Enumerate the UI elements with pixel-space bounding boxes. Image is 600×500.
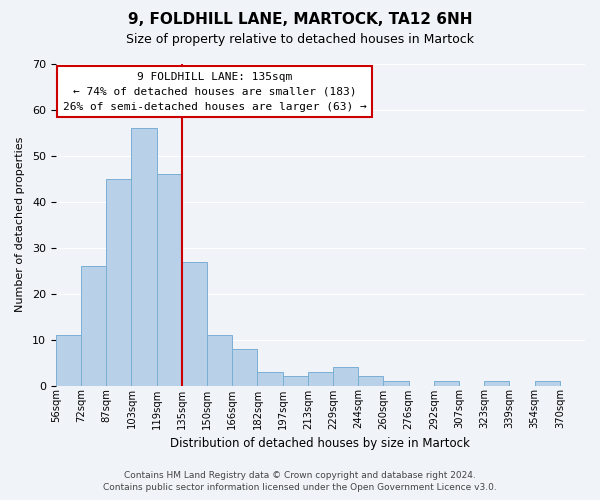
Bar <box>484 381 509 386</box>
Text: 9, FOLDHILL LANE, MARTOCK, TA12 6NH: 9, FOLDHILL LANE, MARTOCK, TA12 6NH <box>128 12 472 28</box>
Y-axis label: Number of detached properties: Number of detached properties <box>15 137 25 312</box>
Bar <box>232 349 257 386</box>
Bar <box>157 174 182 386</box>
Bar <box>535 381 560 386</box>
Bar <box>434 381 459 386</box>
Bar <box>81 266 106 386</box>
Text: Size of property relative to detached houses in Martock: Size of property relative to detached ho… <box>126 32 474 46</box>
Bar <box>257 372 283 386</box>
Bar <box>358 376 383 386</box>
Bar <box>333 367 358 386</box>
X-axis label: Distribution of detached houses by size in Martock: Distribution of detached houses by size … <box>170 437 470 450</box>
Bar <box>383 381 409 386</box>
Bar <box>56 335 81 386</box>
Bar <box>308 372 333 386</box>
Bar <box>283 376 308 386</box>
Bar <box>207 335 232 386</box>
Bar <box>106 179 131 386</box>
Bar <box>182 262 207 386</box>
Text: 9 FOLDHILL LANE: 135sqm
← 74% of detached houses are smaller (183)
26% of semi-d: 9 FOLDHILL LANE: 135sqm ← 74% of detache… <box>62 72 367 112</box>
Text: Contains HM Land Registry data © Crown copyright and database right 2024.
Contai: Contains HM Land Registry data © Crown c… <box>103 471 497 492</box>
Bar <box>131 128 157 386</box>
